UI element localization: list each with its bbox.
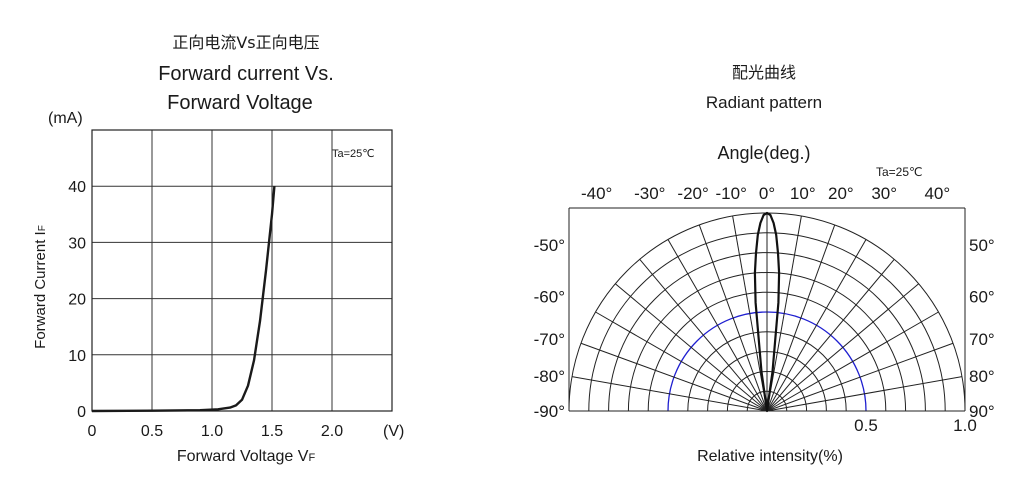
left-y-axis-label: Forward Current IF <box>32 225 49 349</box>
polar-series-lobe <box>753 211 781 413</box>
polar-top-angle-label: 20° <box>828 184 854 203</box>
polar-left-angle-label: -60° <box>534 288 565 307</box>
left-plot-area: 0 0.5 1.0 1.5 2.0 0 10 20 30 40 <box>68 129 393 440</box>
polar-radial-line <box>766 376 963 412</box>
left-x-axis-label: Forward Voltage VF <box>177 448 316 465</box>
polar-right-angle-label: 80° <box>969 367 995 386</box>
polar-right-angle-label: 50° <box>969 236 995 255</box>
polar-radial-line <box>766 342 954 412</box>
polar-radial-line <box>667 239 768 412</box>
left-title-line1: Forward current Vs. <box>158 63 334 85</box>
polar-top-angle-label: 10° <box>790 184 816 203</box>
left-x-tick-label: 0 <box>88 423 97 440</box>
right-angle-label: Angle(deg.) <box>717 143 810 163</box>
polar-left-angle-label: -50° <box>534 236 565 255</box>
left-y-tick-label: 0 <box>77 404 86 421</box>
polar-radial-line <box>732 215 768 412</box>
polar-radial-line <box>766 215 802 412</box>
polar-top-angle-label: -40° <box>581 184 612 203</box>
left-annotation: Ta=25℃ <box>332 148 375 160</box>
left-y-axis-label-sub: F <box>37 225 48 231</box>
left-title-cn: 正向电流Vs正向电压 <box>172 33 319 52</box>
polar-left-angle-label: -70° <box>534 330 565 349</box>
right-title: Radiant pattern <box>706 93 822 112</box>
polar-radial-line <box>580 342 768 412</box>
polar-right-angle-label: 90° <box>969 402 995 421</box>
polar-top-angle-label: 40° <box>924 184 950 203</box>
right-x-axis-label: Relative intensity(%) <box>697 448 843 465</box>
polar-right-angle-label: 60° <box>969 288 995 307</box>
left-y-tick-label: 40 <box>68 179 86 196</box>
left-plot-frame <box>91 129 393 412</box>
left-y-tick-label: 20 <box>68 292 86 309</box>
right-annotation: Ta=25℃ <box>876 165 923 179</box>
polar-radial-line <box>615 283 768 412</box>
polar-left-angle-label: -80° <box>534 367 565 386</box>
polar-top-angle-label: 30° <box>871 184 897 203</box>
left-x-tick-label: 0.5 <box>141 423 163 440</box>
polar-radial-line <box>766 239 867 412</box>
left-x-tick-label: 2.0 <box>321 423 343 440</box>
left-x-tick-label: 1.0 <box>201 423 223 440</box>
polar-top-angle-label: -30° <box>634 184 665 203</box>
polar-radial-line <box>766 224 836 412</box>
polar-radial-line <box>766 259 895 412</box>
polar-top-angle-label: 0° <box>759 184 775 203</box>
left-y-unit: (mA) <box>48 110 83 127</box>
polar-radial-line <box>571 376 768 412</box>
polar-radial-line <box>766 311 939 412</box>
left-x-tick-label: 1.5 <box>261 423 283 440</box>
polar-radial-line <box>766 283 919 412</box>
polar-radial-line <box>639 259 768 412</box>
left-title-line2: Forward Voltage <box>167 92 313 114</box>
left-series-line <box>91 186 276 413</box>
polar-radial-line <box>698 224 768 412</box>
polar-radial-line <box>595 311 768 412</box>
polar-intensity-label: 1.0 <box>953 416 977 435</box>
polar-left-angle-label: -90° <box>534 402 565 421</box>
left-x-unit: (V) <box>383 423 404 440</box>
right-title-cn: 配光曲线 <box>732 63 796 82</box>
left-y-tick-label: 10 <box>68 348 86 365</box>
polar-right-angle-label: 70° <box>969 330 995 349</box>
polar-top-angle-label: -10° <box>716 184 747 203</box>
polar-top-angle-label: -20° <box>677 184 708 203</box>
polar-intensity-label: 0.5 <box>854 416 878 435</box>
left-y-tick-label: 30 <box>68 235 86 252</box>
left-x-axis-label-sub: F <box>308 452 315 464</box>
right-plot-area: -40° -30° -20° -10° 0° 10° 20° 30° 40° -50° -60° -7… <box>534 184 995 435</box>
